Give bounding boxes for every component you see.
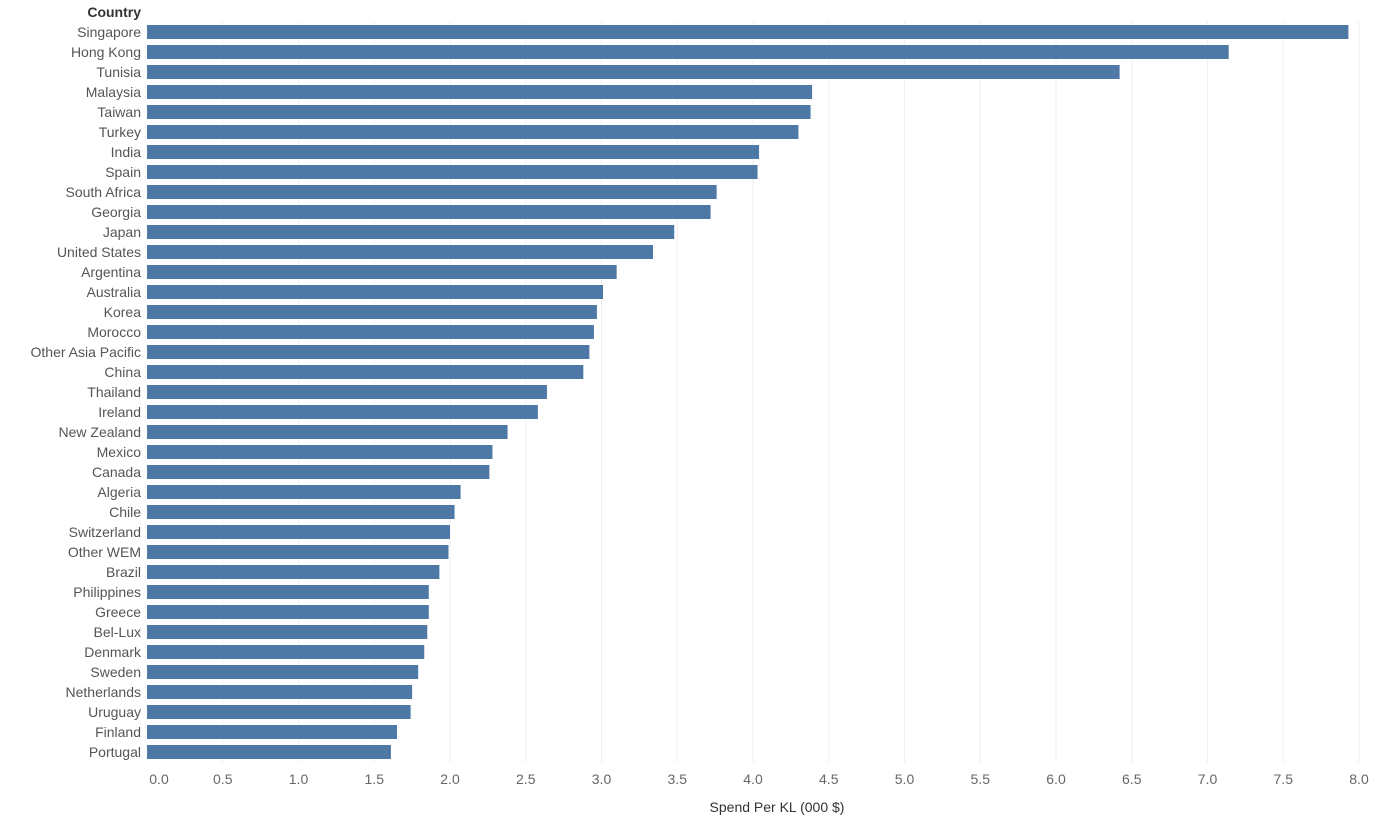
bar[interactable]	[147, 625, 428, 639]
category-label: Morocco	[87, 324, 141, 340]
x-tick-label: 8.0	[1349, 771, 1369, 787]
category-label: Uruguay	[88, 704, 141, 720]
bar[interactable]	[147, 185, 717, 199]
x-tick-label: 5.0	[895, 771, 915, 787]
bar[interactable]	[147, 105, 811, 119]
x-tick-label: 2.0	[440, 771, 460, 787]
category-label: Georgia	[91, 204, 141, 220]
category-label: Brazil	[106, 564, 141, 580]
x-axis-ticks: 0.0 0.5 1.0 1.5 2.0 2.5 3.0 3.5 4.0 4.5 5.0 5.5 6.0 6…	[149, 771, 1369, 787]
bar[interactable]	[147, 45, 1229, 59]
x-tick-label: 4.5	[819, 771, 839, 787]
bar[interactable]	[147, 665, 419, 679]
bar[interactable]	[147, 685, 413, 699]
bar[interactable]	[147, 705, 411, 719]
category-label: South Africa	[66, 184, 142, 200]
bar[interactable]	[147, 65, 1120, 79]
category-label: Australia	[87, 284, 142, 300]
bar[interactable]	[147, 125, 799, 139]
bar[interactable]	[147, 265, 617, 279]
category-label: Finland	[95, 724, 141, 740]
category-label: Bel-Lux	[94, 624, 141, 640]
bar[interactable]	[147, 585, 429, 599]
category-label: Hong Kong	[71, 44, 141, 60]
bar[interactable]	[147, 745, 391, 759]
category-label: Thailand	[87, 384, 141, 400]
bar[interactable]	[147, 25, 1349, 39]
bar[interactable]	[147, 285, 604, 299]
category-label: New Zealand	[59, 424, 142, 440]
category-label: Algeria	[97, 484, 141, 500]
category-label: Portugal	[89, 744, 141, 760]
category-label: Denmark	[84, 644, 142, 660]
row-header: Country	[87, 4, 141, 20]
x-tick-label: 1.5	[365, 771, 385, 787]
bar[interactable]	[147, 325, 594, 339]
category-label: Philippines	[73, 584, 141, 600]
bar[interactable]	[147, 505, 455, 519]
category-label: Korea	[104, 304, 142, 320]
x-tick-label: 0.0	[149, 771, 169, 787]
bar[interactable]	[147, 465, 490, 479]
bar[interactable]	[147, 205, 711, 219]
category-label: Tunisia	[96, 64, 141, 80]
bar[interactable]	[147, 525, 450, 539]
category-label: Other WEM	[68, 544, 141, 560]
bar[interactable]	[147, 725, 397, 739]
category-label: Other Asia Pacific	[31, 344, 142, 360]
x-tick-label: 6.0	[1046, 771, 1066, 787]
bar[interactable]	[147, 365, 584, 379]
category-label: Chile	[109, 504, 141, 520]
bar[interactable]	[147, 225, 675, 239]
category-label: Taiwan	[97, 104, 141, 120]
bar[interactable]	[147, 605, 429, 619]
category-label: India	[111, 144, 142, 160]
bar[interactable]	[147, 565, 440, 579]
category-label: Netherlands	[66, 684, 142, 700]
category-label: Switzerland	[69, 524, 141, 540]
category-label: Greece	[95, 604, 141, 620]
row-labels: Singapore Hong Kong Tunisia Malaysia Taiwan T…	[31, 24, 142, 760]
bar[interactable]	[147, 305, 597, 319]
category-label: Japan	[103, 224, 141, 240]
x-axis-title: Spend Per KL (000 $)	[710, 799, 845, 815]
category-label: Canada	[92, 464, 141, 480]
category-label: Ireland	[98, 404, 141, 420]
bar[interactable]	[147, 445, 493, 459]
bar[interactable]	[147, 85, 813, 99]
category-label: Malaysia	[86, 84, 141, 100]
x-tick-label: 5.5	[971, 771, 991, 787]
bar[interactable]	[147, 645, 425, 659]
category-label: United States	[57, 244, 141, 260]
bar[interactable]	[147, 405, 538, 419]
bar[interactable]	[147, 385, 547, 399]
category-label: Sweden	[90, 664, 141, 680]
bar[interactable]	[147, 545, 449, 559]
x-tick-label: 4.0	[743, 771, 763, 787]
bar[interactable]	[147, 485, 461, 499]
x-tick-label: 3.0	[592, 771, 612, 787]
x-tick-label: 7.5	[1274, 771, 1294, 787]
category-label: Mexico	[97, 444, 142, 460]
x-tick-label: 7.0	[1198, 771, 1218, 787]
x-tick-label: 6.5	[1122, 771, 1142, 787]
x-tick-label: 2.5	[516, 771, 536, 787]
category-label: Argentina	[81, 264, 141, 280]
x-tick-label: 0.5	[213, 771, 233, 787]
category-label: China	[104, 364, 141, 380]
bar[interactable]	[147, 165, 758, 179]
bar[interactable]	[147, 345, 590, 359]
category-label: Spain	[105, 164, 141, 180]
category-label: Turkey	[99, 124, 141, 140]
bar[interactable]	[147, 145, 760, 159]
bars	[147, 25, 1349, 759]
category-label: Singapore	[77, 24, 141, 40]
x-tick-label: 1.0	[289, 771, 309, 787]
x-tick-label: 3.5	[668, 771, 688, 787]
bar[interactable]	[147, 245, 654, 259]
bar[interactable]	[147, 425, 508, 439]
